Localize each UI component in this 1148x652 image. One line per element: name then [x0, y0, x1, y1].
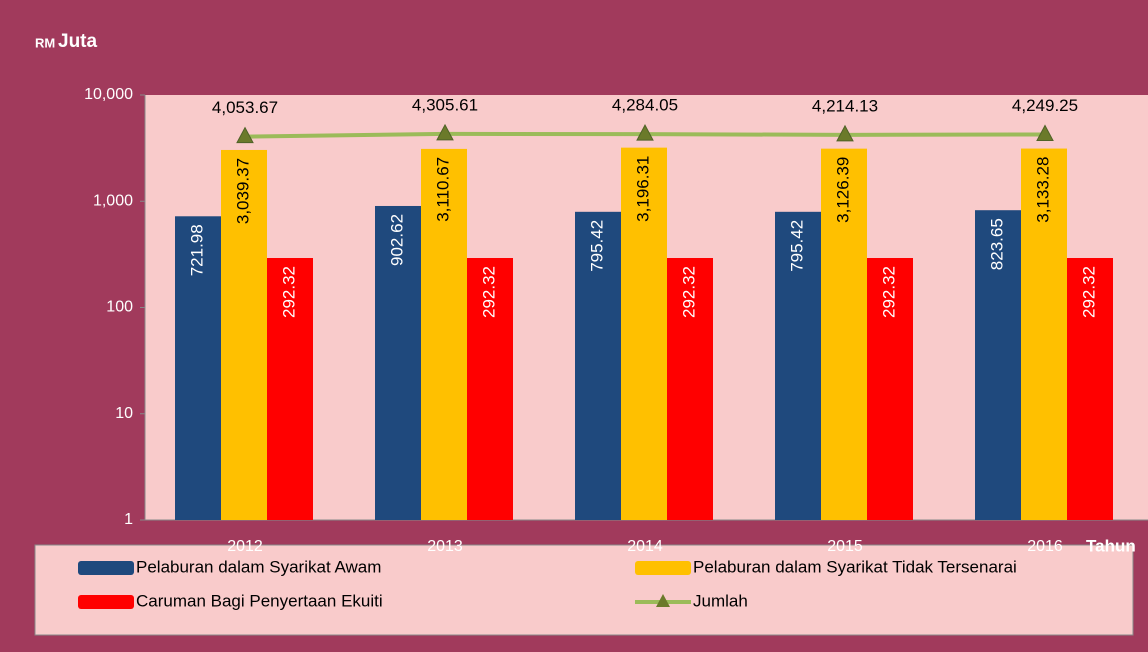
y-unit: RM — [35, 35, 55, 50]
y-tick-label: 10 — [115, 405, 133, 422]
bar — [175, 216, 221, 520]
bar — [667, 258, 713, 520]
data-label: 292.32 — [279, 266, 298, 318]
marker — [636, 124, 654, 141]
data-label: 4,214.13 — [812, 96, 878, 115]
data-label: 4,053.67 — [212, 98, 278, 117]
data-label: 4,305.61 — [412, 95, 478, 114]
bar — [867, 258, 913, 520]
data-label: 292.32 — [879, 266, 898, 318]
marker — [1036, 124, 1054, 141]
x-tick-label: 2016 — [1027, 538, 1063, 555]
data-label: 3,196.31 — [633, 156, 652, 222]
data-label: 3,039.37 — [233, 158, 252, 224]
bar — [775, 211, 821, 520]
legend-swatch — [78, 561, 134, 575]
data-label: 3,126.39 — [833, 157, 852, 223]
legend-label: Pelaburan dalam Syarikat Awam — [136, 557, 381, 576]
bar — [1067, 258, 1113, 520]
x-tick-label: 2015 — [827, 538, 863, 555]
data-label: 3,110.67 — [433, 157, 452, 222]
marker — [236, 126, 254, 144]
x-tick-label: 2014 — [627, 538, 663, 555]
y-axis-label: Juta — [58, 31, 98, 52]
bar — [421, 148, 467, 520]
legend-marker — [656, 594, 670, 607]
legend-label: Caruman Bagi Penyertaan Ekuiti — [136, 591, 383, 610]
legend-box — [34, 544, 1134, 636]
bar — [821, 148, 867, 520]
data-label: 721.98 — [187, 224, 206, 276]
bar — [467, 258, 513, 520]
legend-label: Pelaburan dalam Syarikat Tidak Tersenara… — [693, 557, 1017, 576]
y-tick-label: 1 — [124, 511, 133, 528]
data-label: 902.62 — [387, 214, 406, 266]
data-label: 823.65 — [987, 218, 1006, 270]
bar — [621, 147, 667, 521]
bar — [267, 258, 313, 520]
y-tick-label: 100 — [106, 299, 133, 316]
data-label: 795.42 — [587, 220, 606, 272]
legend-swatch — [635, 561, 691, 575]
data-label: 3,133.28 — [1033, 157, 1052, 223]
bar — [1021, 148, 1067, 520]
data-label: 292.32 — [1079, 266, 1098, 318]
x-tick-label: 2013 — [427, 538, 463, 555]
bar — [375, 205, 421, 520]
bar — [975, 210, 1021, 520]
x-tick-label: 2012 — [227, 538, 263, 555]
x-axis-label: Tahun — [1086, 536, 1136, 555]
bar — [221, 149, 267, 521]
bar — [575, 211, 621, 520]
y-tick-label: 10,000 — [84, 86, 133, 103]
data-label: 292.32 — [679, 266, 698, 318]
data-label: 4,249.25 — [1012, 96, 1078, 115]
legend-label: Jumlah — [693, 591, 748, 610]
legend-swatch — [78, 595, 134, 609]
data-label: 4,284.05 — [612, 96, 678, 115]
marker — [836, 124, 854, 142]
data-label: 795.42 — [787, 220, 806, 272]
marker — [436, 123, 454, 141]
data-label: 292.32 — [479, 266, 498, 318]
y-tick-label: 1,000 — [93, 192, 133, 209]
